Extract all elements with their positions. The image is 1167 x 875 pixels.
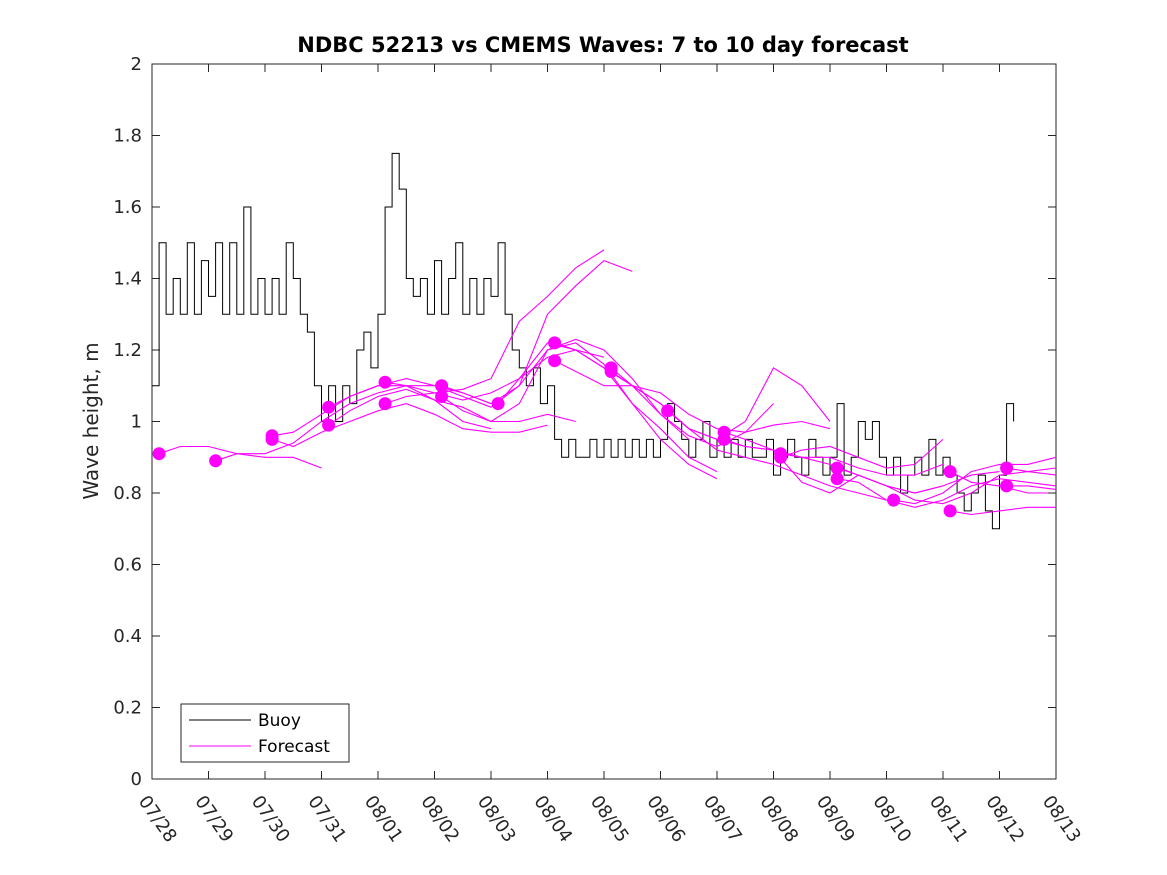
y-tick-label: 1.6 <box>113 197 142 218</box>
forecast-line <box>610 371 774 448</box>
forecast-start-marker <box>1000 479 1014 493</box>
y-tick-label: 2 <box>131 54 142 75</box>
forecast-start-marker <box>830 461 844 475</box>
forecast-line <box>780 438 944 469</box>
forecast-line <box>384 249 605 405</box>
forecast-start-marker <box>830 472 844 486</box>
y-tick-label: 1.8 <box>113 126 142 147</box>
forecast-line <box>328 388 576 426</box>
forecast-start-marker <box>774 450 788 464</box>
forecast-line <box>723 431 944 476</box>
forecast-start-marker <box>943 465 957 479</box>
forecast-line <box>837 478 1057 508</box>
markers-layer <box>152 336 1014 518</box>
forecast-start-marker <box>491 397 505 411</box>
legend: Buoy Forecast <box>180 703 350 763</box>
forecast-start-marker <box>435 390 449 403</box>
forecast-line <box>1006 467 1057 476</box>
buoy-line <box>152 152 1015 530</box>
forecast-line <box>949 471 1056 494</box>
y-tick-label: 1.2 <box>113 340 142 361</box>
chart-title: NDBC 52213 vs CMEMS Waves: 7 to 10 day f… <box>297 33 908 57</box>
y-tick-label: 1 <box>131 412 142 433</box>
y-tick-label: 1.4 <box>113 269 142 290</box>
forecast-start-marker <box>548 336 562 350</box>
forecast-start-marker <box>322 418 336 432</box>
series-layer <box>152 152 1057 530</box>
legend-label-buoy: Buoy <box>258 711 301 731</box>
forecast-line <box>441 338 690 440</box>
forecast-line <box>554 360 831 433</box>
y-axis-label: Wave height, m <box>79 342 103 499</box>
forecast-line <box>215 385 492 462</box>
forecast-start-marker <box>887 493 901 507</box>
forecast-start-marker <box>152 447 166 461</box>
forecast-start-marker <box>717 432 731 446</box>
forecast-start-marker <box>661 404 675 418</box>
forecast-start-marker <box>378 375 392 389</box>
y-tick-label: 0.4 <box>113 626 142 647</box>
forecast-start-marker <box>265 432 279 446</box>
legend-label-forecast: Forecast <box>258 737 330 757</box>
forecast-start-marker <box>378 397 392 411</box>
forecast-line <box>950 506 1056 516</box>
forecast-start-marker <box>548 354 562 368</box>
y-tick-label: 0 <box>131 769 142 790</box>
axes-frame <box>151 63 1057 780</box>
y-tick-label: 0.2 <box>113 698 142 719</box>
forecast-line <box>441 342 718 473</box>
forecast-line <box>1006 485 1057 490</box>
forecast-start-marker <box>322 400 336 414</box>
forecast-line <box>271 403 548 448</box>
legend-box <box>180 703 350 763</box>
forecast-start-marker <box>435 379 449 393</box>
forecast-start-marker <box>1000 461 1014 475</box>
forecast-line <box>385 259 633 408</box>
forecast-line <box>893 456 1057 505</box>
forecast-start-marker <box>604 365 618 378</box>
forecast-line <box>610 367 831 441</box>
y-tick-label: 0.6 <box>113 555 142 576</box>
forecast-line <box>836 467 1057 505</box>
forecast-start-marker <box>209 454 223 468</box>
y-tick-label: 0.8 <box>113 483 142 504</box>
forecast-line <box>667 410 887 501</box>
forecast-start-marker <box>943 504 957 518</box>
